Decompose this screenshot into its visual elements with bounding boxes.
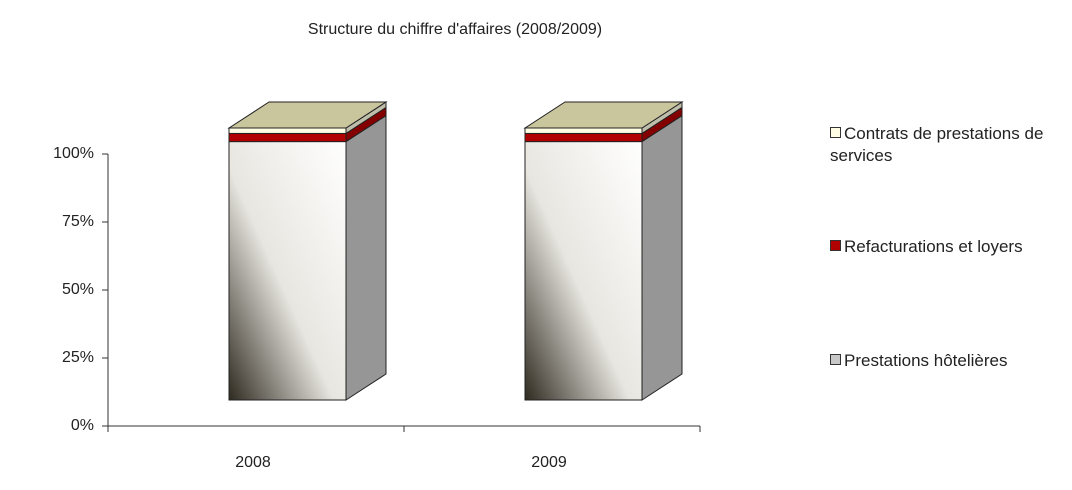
legend-label: Refacturations et loyers [844,237,1023,256]
legend-swatch [830,127,841,138]
x-tick-label: 2008 [235,454,271,471]
bar-top [523,101,684,129]
chart-title: Structure du chiffre d'affaires (2008/20… [308,21,602,38]
x-tick-label: 2009 [531,454,567,471]
legend-item: Contrats de prestations de services [830,123,1065,167]
y-tick-label: 75% [62,213,94,230]
bar-top [227,101,388,129]
legend-swatch [830,240,841,251]
bar-segment [524,141,643,401]
y-tick-label: 50% [62,281,94,298]
legend-item: Prestations hôtelières [830,350,1065,372]
bar-side [641,114,683,401]
bar-segment [228,132,347,143]
legend-label: Contrats de prestations de services [830,124,1044,165]
bar-segment [524,132,643,143]
y-tick-label: 0% [71,417,94,434]
bar-segment [228,127,347,134]
bar-side [345,114,387,401]
legend-label: Prestations hôtelières [844,351,1008,370]
bar-segment [228,141,347,401]
legend-item: Refacturations et loyers [830,236,1065,258]
y-tick-label: 25% [62,349,94,366]
y-tick-label: 100% [53,145,94,162]
legend-swatch [830,354,841,365]
bar-segment [524,127,643,134]
